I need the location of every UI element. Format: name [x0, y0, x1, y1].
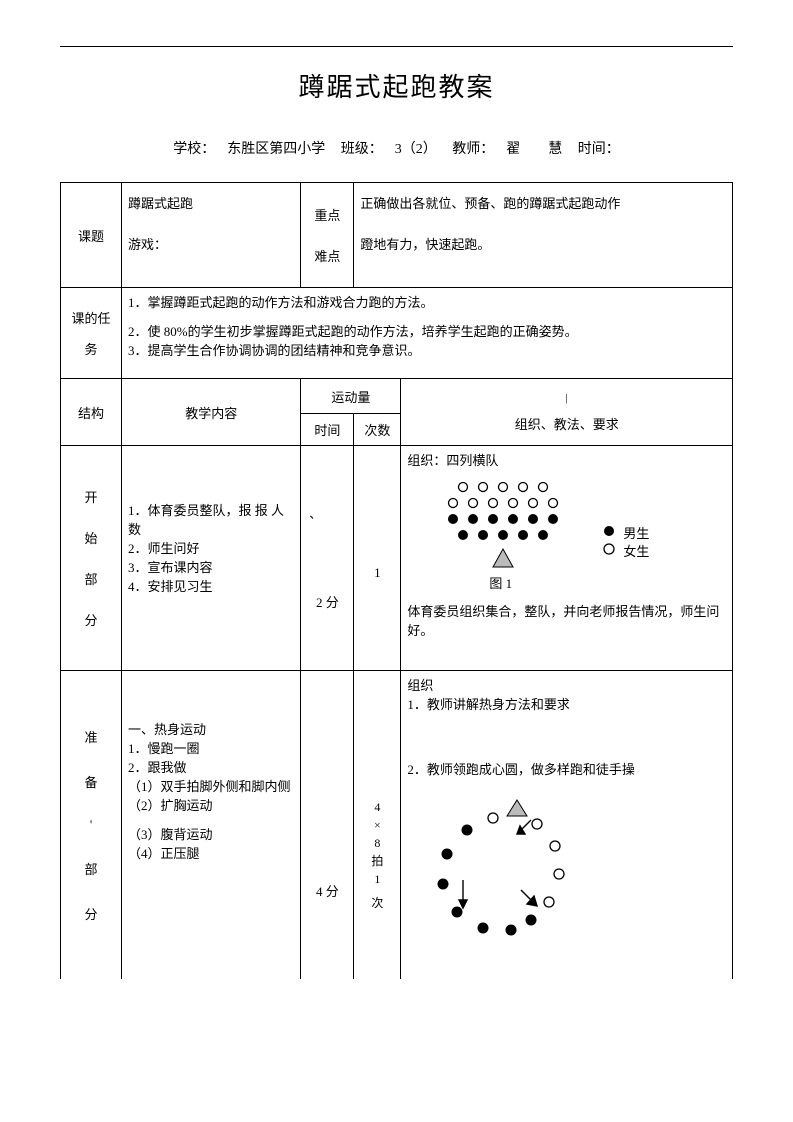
prep-c3: （1）双手拍脚外侧和脚内侧 [128, 776, 294, 795]
page-title: 蹲踞式起跑教案 [60, 67, 733, 104]
start-count-cell: 1 [354, 446, 401, 671]
school-value: 东胜区第四小学 [227, 142, 325, 157]
hdr-volume: 运动量 [301, 379, 401, 414]
task-3: 3．提高学生合作协调协调的团结精神和竞争意识。 [128, 340, 726, 359]
lesson-table: 课题 蹲踞式起跑 游戏： 重点 难点 正确做出各就位、预备、跑的蹲踞式起跑动作 … [60, 182, 733, 979]
prep-count-5: 1 [360, 870, 394, 888]
prep-c1: 1．慢跑一圈 [128, 738, 294, 757]
hdr-org: | 组织、教法、要求 [401, 379, 733, 446]
prep-org-cell: 组织 1．教师讲解热身方法和要求 2．教师领跑成心圆，做多样跑和徒手操 [401, 671, 733, 980]
focus-label-1: 重点 [307, 205, 347, 224]
tasks-label-2: 务 [67, 339, 115, 358]
school-label: 学校： [173, 142, 215, 157]
prep-label-3: 部 [67, 859, 115, 878]
tasks-label-cell: 课的任 务 [61, 288, 122, 379]
task-2: 2．使 80%的学生初步掌握蹲距式起跑的动作方法，培养学生起跑的正确姿势。 [128, 321, 726, 340]
start-org-header: 组织：四列横队 [407, 450, 726, 469]
start-c2: 2．师生问好 [128, 538, 294, 557]
start-label-2: 始 [67, 528, 115, 547]
prep-h: 一、热身运动 [128, 719, 294, 738]
task-1: 1．掌握蹲距式起跑的动作方法和游戏合力跑的方法。 [128, 292, 726, 311]
start-count: 1 [360, 565, 394, 581]
prep-count-2: × [360, 816, 394, 834]
prep-c6: （4）正压腿 [128, 843, 294, 862]
circle-diagram [407, 794, 726, 944]
prep-label-1: 准 [67, 727, 115, 746]
focus-label-2: 难点 [307, 246, 347, 265]
prep-c5: （3）腹背运动 [128, 824, 294, 843]
topic-label: 课题 [67, 226, 115, 245]
start-c4: 4．安排见习生 [128, 576, 294, 595]
focus-label-cell: 重点 难点 [301, 183, 354, 288]
prep-count-1: 4 [360, 798, 394, 816]
prep-label-4: 分 [67, 904, 115, 923]
start-time: 2 分 [307, 592, 347, 611]
focus-text-2: 蹬地有力，快速起跑。 [360, 234, 726, 253]
start-label-cell: 开 始 部 分 [61, 446, 122, 671]
prep-org-h: 组织 [407, 675, 726, 694]
topic-text-2: 游戏： [128, 234, 294, 253]
hdr-structure: 结构 [61, 379, 122, 446]
hdr-count: 次数 [354, 414, 401, 446]
legend-boy: 男生 [623, 523, 649, 542]
start-label-4: 分 [67, 610, 115, 629]
start-label-1: 开 [67, 487, 115, 506]
prep-time: 4 分 [307, 881, 347, 900]
start-c1: 1．体育委员整队，报 报 人数 [128, 500, 294, 538]
prep-org-1: 1．教师讲解热身方法和要求 [407, 694, 726, 713]
class-label: 班级： [341, 142, 383, 157]
prep-count-6: 次 [360, 894, 394, 912]
legend-girl: 女生 [623, 541, 649, 560]
prep-c4: （2）扩胸运动 [128, 795, 294, 814]
prep-label-comma: ' [67, 817, 115, 833]
start-org-cell: 组织：四列横队 [401, 446, 733, 671]
meta-line: 学校： 东胜区第四小学 班级： 3（2） 教师： 翟 慧 时间： [60, 138, 733, 158]
start-label-3: 部 [67, 569, 115, 588]
prep-time-cell: 4 分 [301, 671, 354, 980]
focus-cell: 正确做出各就位、预备、跑的蹲踞式起跑动作 蹬地有力，快速起跑。 [354, 183, 733, 288]
tasks-cell: 1．掌握蹲距式起跑的动作方法和游戏合力跑的方法。 2．使 80%的学生初步掌握蹲… [122, 288, 733, 379]
topic-text-1: 蹲踞式起跑 [128, 193, 294, 212]
prep-count-cell: 4 × 8 拍 1 次 [354, 671, 401, 980]
fig1-caption: 图 1 [489, 573, 512, 592]
hdr-time: 时间 [301, 414, 354, 446]
teacher-label: 教师： [452, 142, 494, 157]
hdr-content: 教学内容 [122, 379, 301, 446]
topic-cell: 蹲踞式起跑 游戏： [122, 183, 301, 288]
prep-content-cell: 一、热身运动 1．慢跑一圈 2．跟我做 （1）双手拍脚外侧和脚内侧 （2）扩胸运… [122, 671, 301, 980]
formation-diagram: 男生 女生 图 1 [407, 469, 726, 599]
start-org-text: 体育委员组织集合，整队，并向老师报告情况，师生问好。 [407, 601, 726, 639]
prep-count-3: 8 [360, 834, 394, 852]
prep-label-cell: 准 备 ' 部 分 [61, 671, 122, 980]
prep-org-2: 2．教师领跑成心圆，做多样跑和徒手操 [407, 759, 726, 778]
prep-label-2: 备 [67, 772, 115, 791]
start-content-cell: 1．体育委员整队，报 报 人数 2．师生问好 3．宣布课内容 4．安排见习生 [122, 446, 301, 671]
start-time-cell: 、 2 分 [301, 446, 354, 671]
prep-count-4: 拍 [360, 852, 394, 870]
time-label: 时间： [578, 142, 620, 157]
topic-label-cell: 课题 [61, 183, 122, 288]
class-value: 3（2） [395, 142, 437, 157]
focus-text-1: 正确做出各就位、预备、跑的蹲踞式起跑动作 [360, 193, 726, 212]
tasks-label-1: 课的任 [67, 308, 115, 327]
prep-c2: 2．跟我做 [128, 757, 294, 776]
start-c3: 3．宣布课内容 [128, 557, 294, 576]
teacher-value: 翟 慧 [506, 142, 562, 157]
